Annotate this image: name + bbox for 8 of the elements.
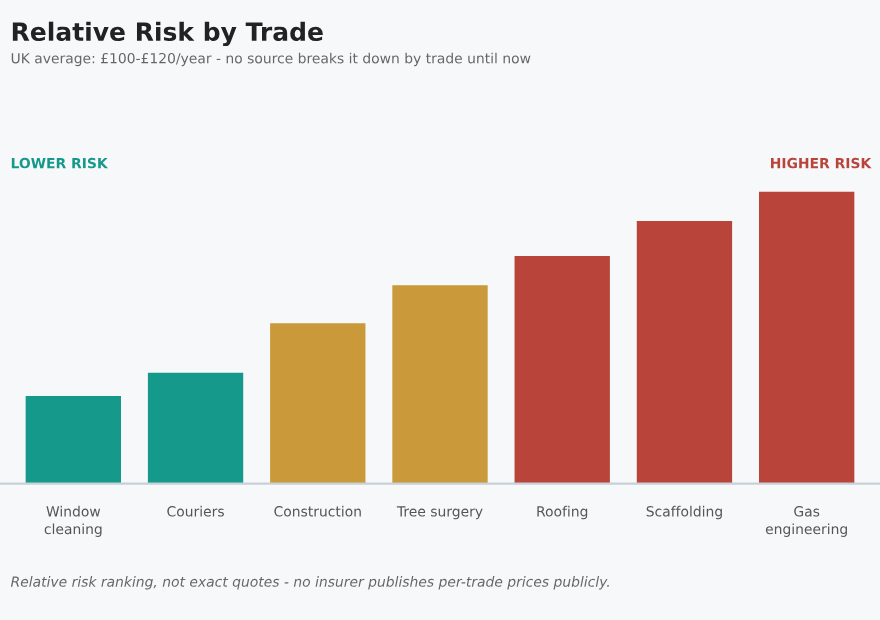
bar	[147, 372, 244, 484]
bar	[636, 221, 733, 484]
bar	[392, 285, 488, 484]
bar	[25, 396, 121, 484]
bar	[270, 323, 366, 484]
chart-title: Relative Risk by Trade	[12, 21, 323, 47]
bar	[514, 256, 610, 484]
bar	[759, 191, 855, 484]
